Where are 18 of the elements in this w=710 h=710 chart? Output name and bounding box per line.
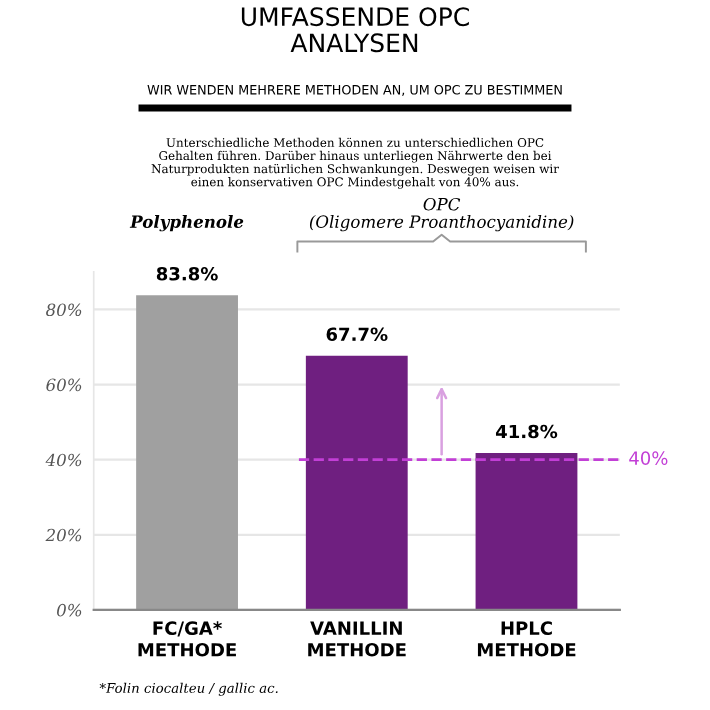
y-tick-label: 60% bbox=[46, 378, 82, 392]
ref-line-label: 40% bbox=[629, 451, 668, 465]
chart-title: UMFASSENDE OPC ANALYSEN bbox=[241, 7, 469, 53]
bar bbox=[305, 355, 408, 610]
data-label: 67.7% bbox=[326, 327, 388, 342]
y-tick-label: 80% bbox=[46, 303, 82, 317]
text: Polyphenole bbox=[129, 215, 244, 232]
y-tick-label: 0% bbox=[57, 603, 82, 617]
x-tick-label: FC/GA* METHODE bbox=[138, 621, 236, 657]
x-tick-label: HPLC METHODE bbox=[477, 621, 576, 657]
text: OPC (Oligomere Proanthocyanidine) bbox=[309, 197, 574, 232]
bar bbox=[136, 295, 238, 610]
bar bbox=[475, 452, 578, 610]
x-tick-label: VANILLIN METHODE bbox=[308, 621, 406, 657]
y-tick-label: 40% bbox=[45, 453, 82, 467]
data-label: 41.8% bbox=[495, 424, 558, 439]
y-tick-label: 20% bbox=[45, 528, 82, 542]
data-label: 83.8% bbox=[156, 266, 218, 281]
